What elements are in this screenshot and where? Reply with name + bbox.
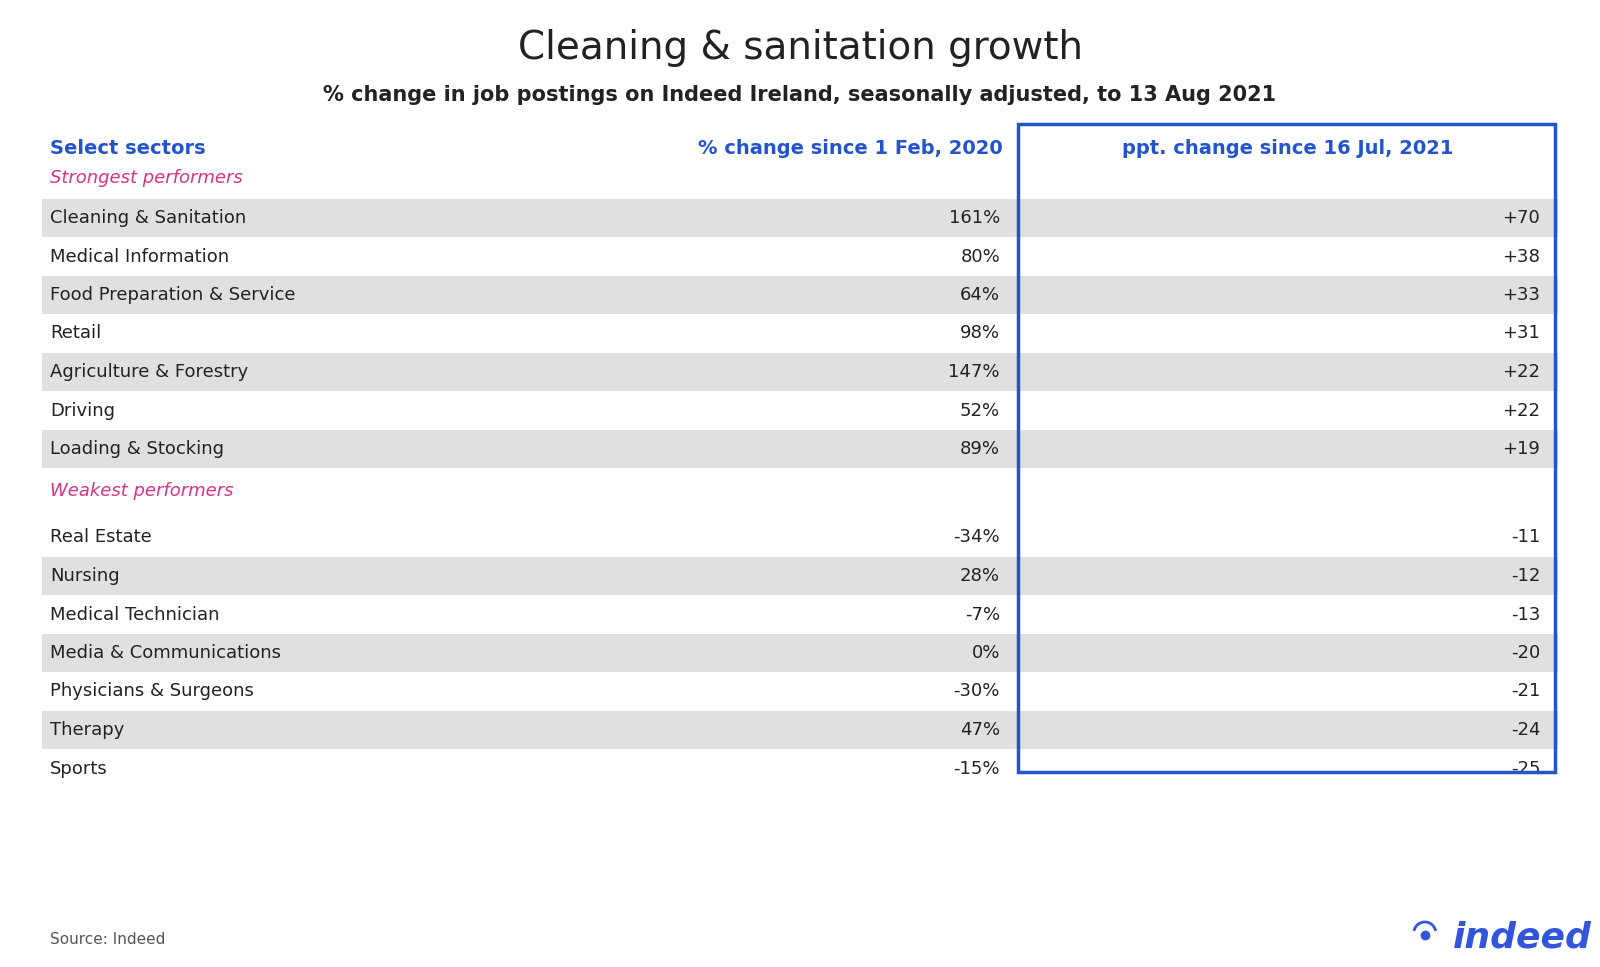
Text: Cleaning & sanitation growth: Cleaning & sanitation growth bbox=[517, 29, 1083, 67]
Text: +38: +38 bbox=[1502, 248, 1541, 266]
Text: Source: Indeed: Source: Indeed bbox=[50, 931, 165, 947]
Text: 89%: 89% bbox=[960, 440, 1000, 458]
Text: 47%: 47% bbox=[960, 721, 1000, 739]
Text: Media & Communications: Media & Communications bbox=[50, 644, 282, 662]
Text: +19: +19 bbox=[1502, 440, 1541, 458]
Bar bbox=[42, 276, 1558, 314]
Text: 0%: 0% bbox=[971, 644, 1000, 662]
Text: 52%: 52% bbox=[960, 401, 1000, 420]
Text: Nursing: Nursing bbox=[50, 567, 120, 585]
Text: -21: -21 bbox=[1510, 683, 1541, 700]
Text: -24: -24 bbox=[1510, 721, 1541, 739]
Text: Retail: Retail bbox=[50, 325, 101, 342]
Bar bbox=[42, 199, 1558, 237]
Text: 98%: 98% bbox=[960, 325, 1000, 342]
Text: -34%: -34% bbox=[954, 529, 1000, 546]
Text: -20: -20 bbox=[1510, 644, 1541, 662]
Text: 147%: 147% bbox=[949, 363, 1000, 381]
Text: +22: +22 bbox=[1502, 363, 1541, 381]
Text: -7%: -7% bbox=[965, 605, 1000, 624]
Text: -25: -25 bbox=[1510, 759, 1541, 777]
Text: -12: -12 bbox=[1510, 567, 1541, 585]
Text: -15%: -15% bbox=[954, 759, 1000, 777]
Text: Food Preparation & Service: Food Preparation & Service bbox=[50, 286, 296, 304]
Text: 64%: 64% bbox=[960, 286, 1000, 304]
Bar bbox=[42, 353, 1558, 392]
Text: % change in job postings on Indeed Ireland, seasonally adjusted, to 13 Aug 2021: % change in job postings on Indeed Irela… bbox=[323, 85, 1277, 105]
Text: Driving: Driving bbox=[50, 401, 115, 420]
Bar bbox=[1018, 124, 1555, 772]
Bar bbox=[42, 557, 1558, 596]
Bar bbox=[42, 711, 1558, 749]
Text: ppt. change since 16 Jul, 2021: ppt. change since 16 Jul, 2021 bbox=[1122, 138, 1454, 158]
Text: +22: +22 bbox=[1502, 401, 1541, 420]
Text: +33: +33 bbox=[1502, 286, 1541, 304]
Text: Strongest performers: Strongest performers bbox=[50, 169, 243, 187]
Text: Loading & Stocking: Loading & Stocking bbox=[50, 440, 224, 458]
Text: 161%: 161% bbox=[949, 209, 1000, 227]
Text: 28%: 28% bbox=[960, 567, 1000, 585]
Text: +70: +70 bbox=[1502, 209, 1541, 227]
Text: Physicians & Surgeons: Physicians & Surgeons bbox=[50, 683, 254, 700]
Text: Cleaning & Sanitation: Cleaning & Sanitation bbox=[50, 209, 246, 227]
Text: +31: +31 bbox=[1502, 325, 1541, 342]
Text: Medical Information: Medical Information bbox=[50, 248, 229, 266]
Text: Therapy: Therapy bbox=[50, 721, 125, 739]
Text: Agriculture & Forestry: Agriculture & Forestry bbox=[50, 363, 248, 381]
Text: % change since 1 Feb, 2020: % change since 1 Feb, 2020 bbox=[698, 138, 1003, 158]
Text: Select sectors: Select sectors bbox=[50, 138, 205, 158]
Text: -11: -11 bbox=[1510, 529, 1541, 546]
Text: Real Estate: Real Estate bbox=[50, 529, 152, 546]
Text: 80%: 80% bbox=[960, 248, 1000, 266]
Text: Medical Technician: Medical Technician bbox=[50, 605, 219, 624]
Text: Weakest performers: Weakest performers bbox=[50, 482, 234, 500]
Bar bbox=[42, 429, 1558, 468]
Text: -13: -13 bbox=[1510, 605, 1541, 624]
Bar bbox=[42, 633, 1558, 672]
Text: Sports: Sports bbox=[50, 759, 107, 777]
Text: indeed: indeed bbox=[1453, 920, 1592, 954]
Text: -30%: -30% bbox=[954, 683, 1000, 700]
